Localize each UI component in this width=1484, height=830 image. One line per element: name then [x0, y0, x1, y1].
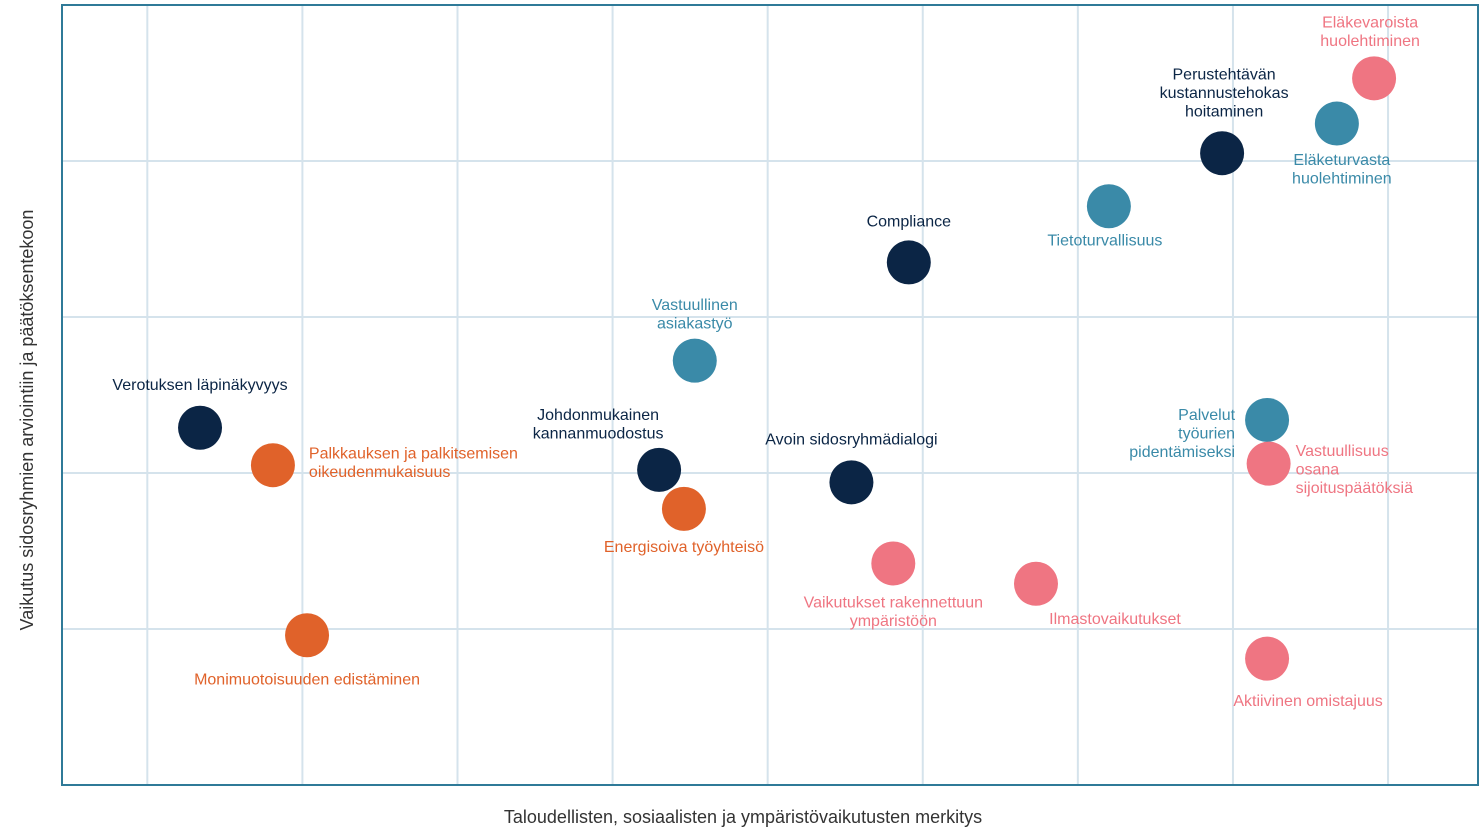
point-label: asiakastyö	[657, 315, 733, 332]
point	[637, 447, 682, 492]
point-label: Eläkevaroista	[1322, 15, 1418, 32]
point-label: huolehtiminen	[1292, 170, 1392, 187]
point-label: Eläketurvasta	[1293, 152, 1390, 169]
point-label: Aktiivinen omistajuus	[1233, 693, 1382, 710]
point-label: Energisoiva työyhteisö	[604, 539, 764, 556]
point-label: Verotuksen läpinäkyvyys	[112, 377, 287, 394]
point-label: Perustehtävän	[1173, 66, 1276, 83]
point	[1013, 561, 1058, 606]
point-label: Ilmastovaikutukset	[1049, 611, 1181, 628]
point-label: Tietoturvallisuus	[1047, 232, 1162, 249]
point-label: Avoin sidosryhmädialogi	[765, 432, 937, 449]
plot-frame	[61, 4, 1479, 786]
point-label: huolehtiminen	[1320, 33, 1420, 50]
point	[886, 240, 931, 285]
point-label: osana	[1296, 461, 1340, 478]
point-label: Palkkauksen ja palkitsemisen	[309, 445, 518, 462]
point	[1200, 131, 1245, 176]
point	[829, 460, 874, 505]
point-label: Vastuullinen	[652, 297, 738, 314]
point	[250, 443, 295, 488]
y-axis-label: Vaikutus sidosryhmien arviointiin ja pää…	[17, 210, 37, 631]
point-label: Johdonmukainen	[537, 407, 659, 424]
point	[285, 613, 330, 658]
point	[1314, 101, 1359, 146]
point	[1245, 397, 1290, 442]
point-label: ympäristöön	[850, 613, 937, 630]
point-label: Palvelut	[1178, 407, 1235, 424]
point-label: kustannustehokas	[1160, 85, 1289, 102]
point-label: työurien	[1178, 426, 1235, 443]
point	[1086, 184, 1131, 229]
point	[1246, 441, 1291, 486]
point-label: pidentämiseksi	[1129, 444, 1235, 461]
point-label: Compliance	[867, 214, 952, 231]
point-label: Vastuullisuus	[1296, 443, 1389, 460]
point-label: sijoituspäätöksiä	[1296, 480, 1414, 497]
point-label: hoitaminen	[1185, 103, 1263, 120]
point-label: oikeudenmukaisuus	[309, 464, 450, 481]
point-label: Vaikutukset rakennettuun	[804, 595, 983, 612]
point	[672, 338, 717, 383]
x-axis-label: Taloudellisten, sosiaalisten ja ympärist…	[504, 807, 982, 827]
point	[1352, 56, 1397, 101]
point-label: kannanmuodostus	[533, 426, 664, 443]
point	[1245, 636, 1290, 681]
point	[871, 541, 916, 586]
point	[178, 405, 223, 450]
point-label: Monimuotoisuuden edistäminen	[194, 671, 420, 688]
point	[661, 486, 706, 531]
